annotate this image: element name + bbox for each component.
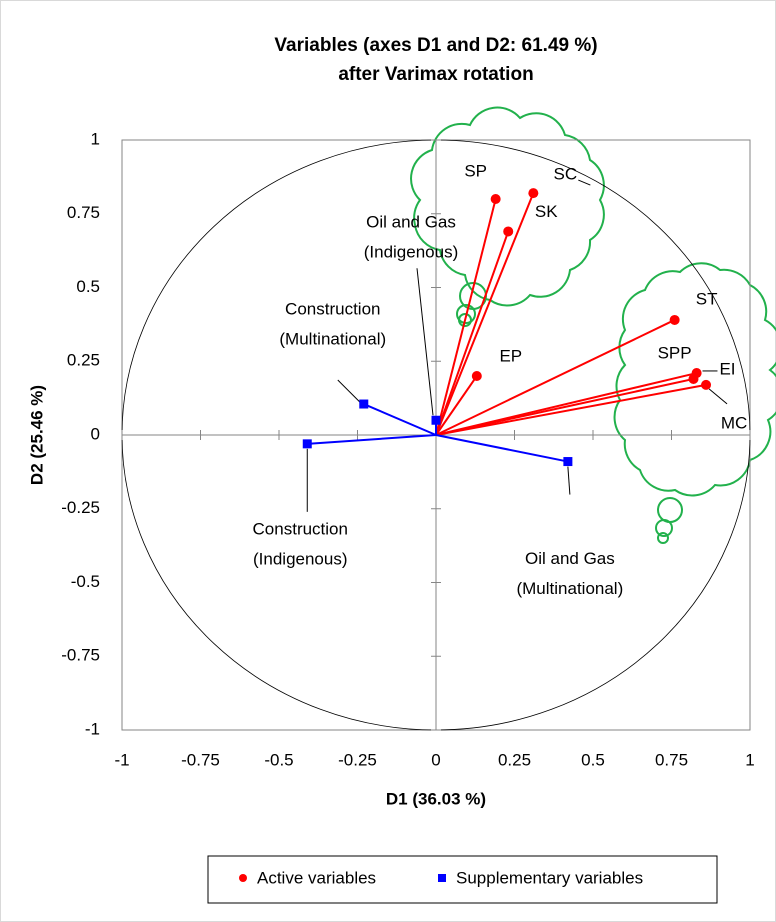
point-label: SC [554,165,578,184]
point-label: EP [499,346,522,365]
point-label: (Indigenous) [364,243,459,262]
chart-title: Variables (axes D1 and D2: 61.49 %) [274,35,597,56]
y-axis-title: D2 (25.46 %) [27,385,46,485]
legend-marker [239,874,247,882]
point-label: SPP [658,344,692,363]
chart: Variables (axes D1 and D2: 61.49 %) afte… [0,0,776,922]
point-label: SK [535,202,558,221]
x-tick-label: 0.75 [655,750,688,769]
point [528,188,538,198]
point-label: SP [464,161,487,180]
point-label: ST [696,289,718,308]
y-tick-label: -1 [85,719,100,738]
x-tick-label: -0.75 [181,750,220,769]
point [359,400,368,409]
point [563,457,572,466]
point [503,226,513,236]
point-label: Construction [285,300,380,319]
y-tick-label: 0 [91,424,100,443]
legend-label: Active variables [257,868,376,887]
y-tick-label: -0.25 [61,498,100,517]
point [701,380,711,390]
chart-border [1,1,776,922]
x-tick-label: -0.5 [264,750,293,769]
point-label: Oil and Gas [366,213,456,232]
point [670,315,680,325]
point-label: (Indigenous) [253,549,348,568]
point [472,371,482,381]
x-tick-label: 0.25 [498,750,531,769]
point [491,194,501,204]
x-tick-label: 0 [431,750,440,769]
y-tick-label: -0.5 [71,572,100,591]
legend-label: Supplementary variables [456,868,643,887]
point [303,439,312,448]
point-label: Oil and Gas [525,549,615,568]
point-label: (Multinational) [516,579,623,598]
y-tick-label: 0.5 [76,277,100,296]
point [432,416,441,425]
point-label: EI [719,359,735,378]
y-tick-label: -0.75 [61,646,100,665]
x-axis-title: D1 (36.03 %) [386,789,486,808]
x-tick-label: -1 [114,750,129,769]
chart-title: after Varimax rotation [338,64,533,85]
point [688,374,698,384]
point-label: (Multinational) [279,330,386,349]
legend-marker [438,874,446,882]
y-tick-label: 0.75 [67,203,100,222]
y-tick-label: 1 [91,129,100,148]
x-tick-label: 1 [745,750,754,769]
x-tick-label: 0.5 [581,750,605,769]
point-label: Construction [253,519,348,538]
y-tick-label: 0.25 [67,351,100,370]
x-tick-label: -0.25 [338,750,377,769]
point-label: MC [721,413,747,432]
